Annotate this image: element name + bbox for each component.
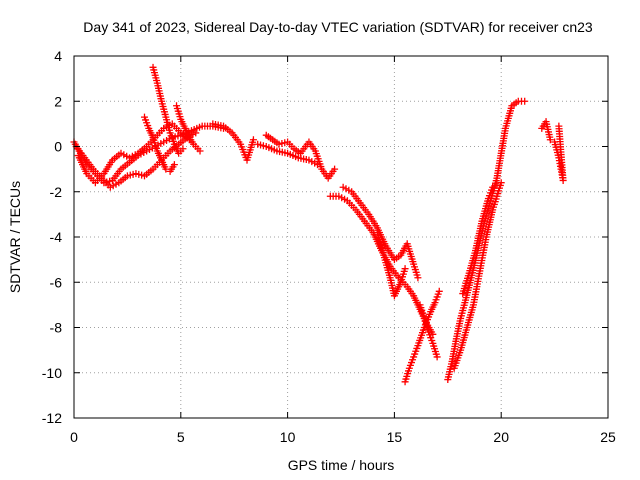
x-tick-label: 5: [177, 429, 185, 445]
data-point: [435, 287, 443, 295]
series-track-c: [74, 120, 193, 187]
x-tick-label: 20: [493, 429, 509, 445]
data-point: [433, 353, 441, 361]
x-tick-label: 15: [387, 429, 403, 445]
series-track-d: [149, 63, 187, 157]
series-track-a: [70, 122, 228, 187]
y-tick-label: 4: [54, 48, 62, 64]
data-point: [249, 136, 257, 144]
data-point: [414, 274, 422, 282]
data-point: [196, 147, 204, 155]
data-point: [331, 165, 339, 173]
series-track-g: [209, 120, 257, 164]
series-track-f: [173, 102, 204, 155]
data-point: [497, 179, 505, 187]
series-track-q: [459, 181, 501, 298]
series-track-l: [373, 228, 409, 300]
x-tick-label: 25: [600, 429, 616, 445]
series-track-i: [254, 140, 322, 169]
series-track-j: [326, 192, 437, 338]
series-track-n: [416, 301, 441, 361]
axes: 0 5 10 15 20 25 -12 -10 -8 -6 -4 -2 0 2 4: [42, 48, 616, 445]
data-point: [179, 145, 187, 153]
data-points: [70, 63, 567, 386]
data-point: [401, 265, 409, 273]
y-tick-label: -6: [50, 274, 63, 290]
y-tick-label: 0: [54, 139, 62, 155]
series-track-h: [262, 131, 339, 182]
data-point: [489, 183, 497, 191]
x-tick-label: 10: [280, 429, 296, 445]
y-axis-label: SDTVAR / TECUs: [7, 181, 23, 293]
y-tick-label: -2: [50, 184, 63, 200]
x-axis-label: GPS time / hours: [288, 457, 395, 473]
y-tick-label: -8: [50, 320, 63, 336]
series-track-m: [401, 287, 443, 386]
y-tick-label: 2: [54, 93, 62, 109]
y-tick-label: -10: [42, 365, 62, 381]
chart-title: Day 341 of 2023, Sidereal Day-to-day VTE…: [83, 19, 593, 35]
series-track-e: [140, 113, 178, 175]
data-point: [521, 97, 529, 105]
data-point: [546, 136, 554, 144]
data-point: [314, 161, 322, 169]
y-tick-label: -12: [42, 410, 62, 426]
y-tick-label: -4: [50, 229, 63, 245]
grid-lines: [74, 56, 608, 418]
x-tick-label: 0: [70, 429, 78, 445]
data-point: [170, 161, 178, 169]
series-track-p: [450, 179, 505, 372]
series-track-r: [538, 118, 567, 184]
data-point: [555, 122, 563, 130]
data-point: [493, 181, 501, 189]
data-point: [192, 129, 200, 137]
